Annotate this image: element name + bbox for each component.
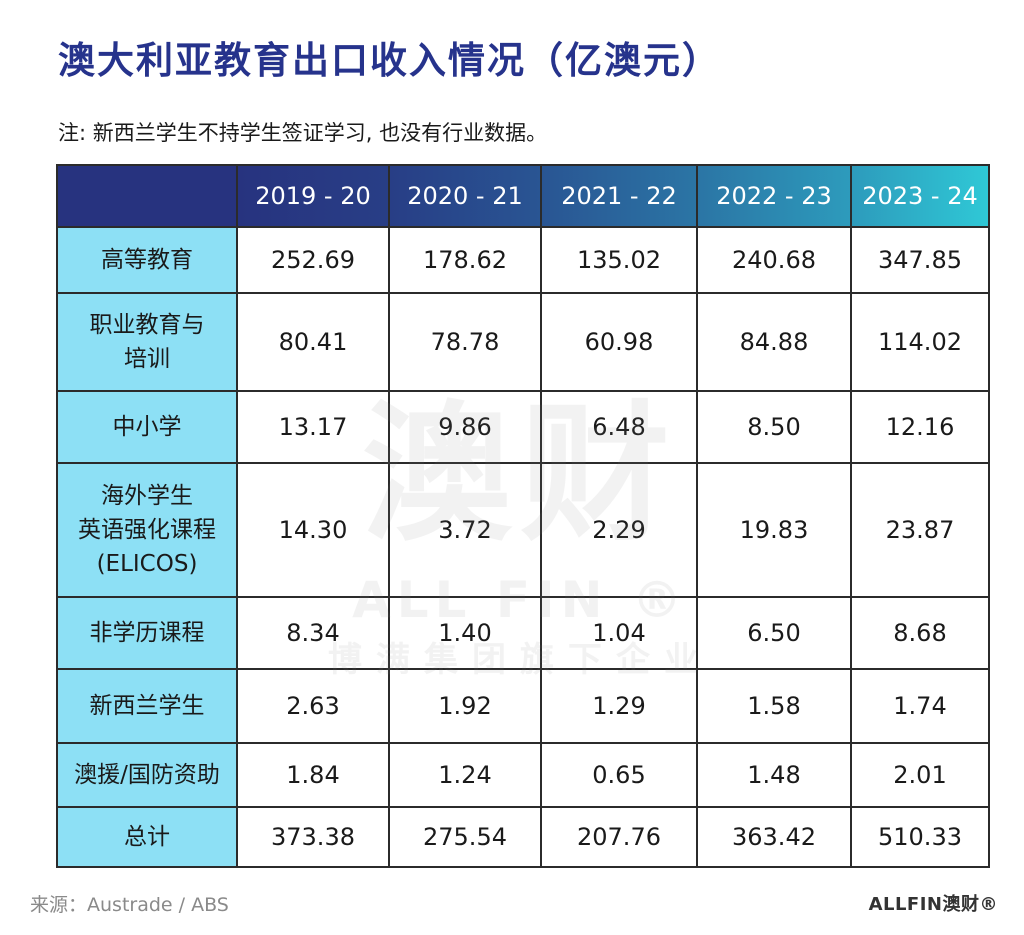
table-row: 职业教育与 培训 80.41 78.78 60.98 84.88 114.02 xyxy=(56,292,990,392)
value-cell: 2.63 xyxy=(236,668,390,744)
value-cell: 1.92 xyxy=(388,668,542,744)
value-cell: 1.48 xyxy=(696,742,852,808)
brand-logo: ALLFIN澳财® xyxy=(868,894,998,915)
row-label: 高等教育 xyxy=(56,226,238,294)
source-note: 来源：Austrade / ABS xyxy=(30,894,229,916)
table-row: 总计 373.38 275.54 207.76 363.42 510.33 xyxy=(56,806,990,868)
row-label: 新西兰学生 xyxy=(56,668,238,744)
row-label: 海外学生 英语强化课程 (ELICOS) xyxy=(56,462,238,598)
value-cell: 510.33 xyxy=(850,806,990,868)
value-cell: 8.68 xyxy=(850,596,990,670)
row-label: 中小学 xyxy=(56,390,238,464)
value-cell: 114.02 xyxy=(850,292,990,392)
value-cell: 84.88 xyxy=(696,292,852,392)
column-header: 2020 - 21 xyxy=(388,164,542,228)
row-label: 澳援/国防资助 xyxy=(56,742,238,808)
table-row: 非学历课程 8.34 1.40 1.04 6.50 8.68 xyxy=(56,596,990,670)
value-cell: 12.16 xyxy=(850,390,990,464)
header-corner-cell xyxy=(56,164,238,228)
table-row: 中小学 13.17 9.86 6.48 8.50 12.16 xyxy=(56,390,990,464)
value-cell: 1.24 xyxy=(388,742,542,808)
column-header: 2022 - 23 xyxy=(696,164,852,228)
value-cell: 19.83 xyxy=(696,462,852,598)
row-label: 非学历课程 xyxy=(56,596,238,670)
value-cell: 8.50 xyxy=(696,390,852,464)
row-label: 总计 xyxy=(56,806,238,868)
value-cell: 9.86 xyxy=(388,390,542,464)
table-row: 高等教育 252.69 178.62 135.02 240.68 347.85 xyxy=(56,226,990,294)
value-cell: 252.69 xyxy=(236,226,390,294)
value-cell: 8.34 xyxy=(236,596,390,670)
value-cell: 178.62 xyxy=(388,226,542,294)
table-row: 海外学生 英语强化课程 (ELICOS) 14.30 3.72 2.29 19.83 23.8… xyxy=(56,462,990,598)
data-table: 2019 - 20 2020 - 21 2021 - 22 2022 - 23 2023… xyxy=(56,164,990,868)
value-cell: 6.48 xyxy=(540,390,698,464)
value-cell: 2.01 xyxy=(850,742,990,808)
value-cell: 2.29 xyxy=(540,462,698,598)
value-cell: 14.30 xyxy=(236,462,390,598)
table-row: 澳援/国防资助 1.84 1.24 0.65 1.48 2.01 xyxy=(56,742,990,808)
value-cell: 80.41 xyxy=(236,292,390,392)
value-cell: 1.74 xyxy=(850,668,990,744)
row-label: 职业教育与 培训 xyxy=(56,292,238,392)
value-cell: 363.42 xyxy=(696,806,852,868)
value-cell: 1.04 xyxy=(540,596,698,670)
value-cell: 23.87 xyxy=(850,462,990,598)
column-header: 2023 - 24 xyxy=(850,164,990,228)
value-cell: 60.98 xyxy=(540,292,698,392)
table-body: 高等教育 252.69 178.62 135.02 240.68 347.85 职业教育与培… xyxy=(56,226,990,868)
value-cell: 1.40 xyxy=(388,596,542,670)
value-cell: 135.02 xyxy=(540,226,698,294)
value-cell: 275.54 xyxy=(388,806,542,868)
value-cell: 13.17 xyxy=(236,390,390,464)
column-header: 2021 - 22 xyxy=(540,164,698,228)
column-header: 2019 - 20 xyxy=(236,164,390,228)
footnote: 注: 新西兰学生不持学生签证学习, 也没有行业数据。 xyxy=(58,121,548,145)
value-cell: 207.76 xyxy=(540,806,698,868)
value-cell: 347.85 xyxy=(850,226,990,294)
page-title: 澳大利亚教育出口收入情况（亿澳元） xyxy=(58,39,721,82)
value-cell: 1.29 xyxy=(540,668,698,744)
value-cell: 78.78 xyxy=(388,292,542,392)
value-cell: 1.58 xyxy=(696,668,852,744)
value-cell: 3.72 xyxy=(388,462,542,598)
value-cell: 1.84 xyxy=(236,742,390,808)
value-cell: 0.65 xyxy=(540,742,698,808)
value-cell: 373.38 xyxy=(236,806,390,868)
value-cell: 240.68 xyxy=(696,226,852,294)
table-row: 新西兰学生 2.63 1.92 1.29 1.58 1.74 xyxy=(56,668,990,744)
value-cell: 6.50 xyxy=(696,596,852,670)
table-header-row: 2019 - 20 2020 - 21 2021 - 22 2022 - 23 2023… xyxy=(56,164,990,228)
